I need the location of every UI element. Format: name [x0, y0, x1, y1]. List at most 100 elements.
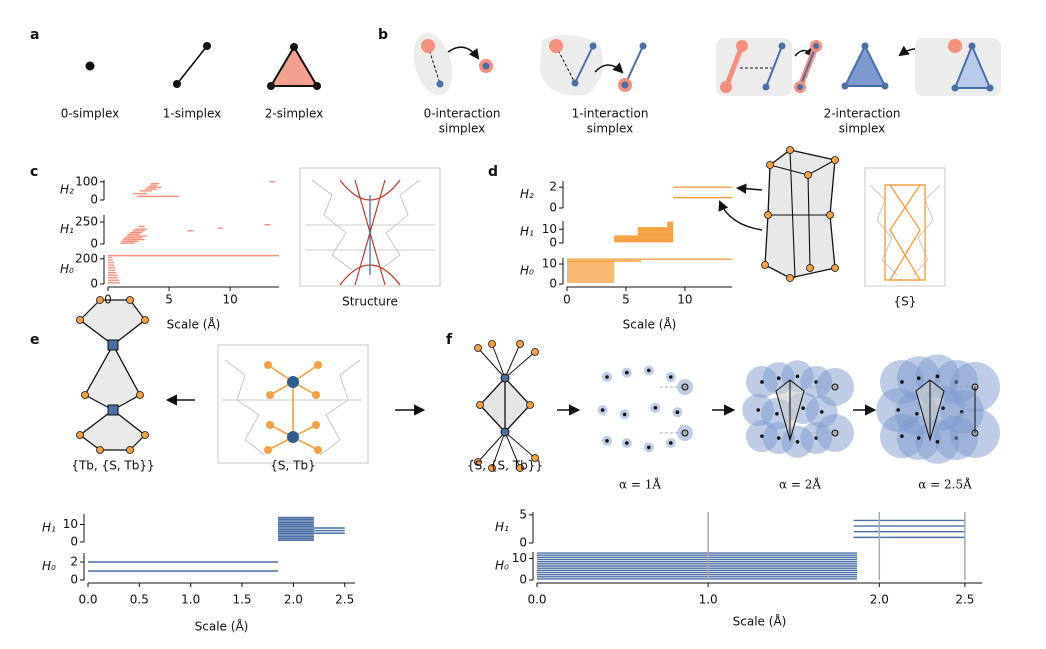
caption: simplex — [839, 122, 886, 136]
point — [605, 375, 609, 379]
y-tick-label: 0 — [90, 277, 98, 291]
vertex — [841, 82, 849, 90]
x-tick-label: 0 — [104, 293, 112, 307]
structure-c: Structure — [299, 167, 441, 309]
s-sites — [474, 340, 539, 472]
x-tick-label: 0.0 — [527, 593, 546, 607]
y-tick-label: 0 — [70, 535, 78, 549]
caption: 1-interaction — [572, 107, 649, 121]
caption: Structure — [342, 295, 398, 309]
caption: {S} — [894, 295, 917, 309]
vertex — [968, 42, 976, 50]
point — [941, 406, 945, 410]
tb-sites — [287, 376, 299, 443]
point — [915, 411, 919, 416]
vertex — [482, 62, 490, 70]
point — [681, 383, 689, 391]
x-tick-label: 10 — [677, 293, 692, 307]
point — [896, 408, 901, 412]
x-tick-label: 2.5 — [335, 593, 354, 607]
vertex — [736, 40, 748, 52]
structure-d: {S} — [864, 167, 946, 309]
row-label: H₁ — [42, 521, 56, 535]
metal-sites — [107, 339, 119, 416]
x-tick-label: 1.5 — [232, 593, 251, 607]
triangle — [843, 43, 887, 87]
x-tick-label: 2.5 — [955, 593, 974, 607]
cage — [775, 379, 805, 442]
vertex — [951, 84, 959, 92]
point — [831, 383, 839, 391]
cage — [915, 379, 945, 442]
filtration-3 — [876, 354, 1000, 464]
x-tick-label: 2.0 — [870, 593, 889, 607]
point — [831, 429, 839, 437]
panel-label: e — [30, 332, 40, 348]
vertices — [761, 146, 839, 282]
x-axis-label: Scale (Å) — [623, 317, 677, 332]
panel-label: a — [30, 27, 39, 43]
x-tick-label: 0 — [563, 293, 571, 307]
panel-label: c — [30, 164, 38, 180]
point — [647, 445, 651, 450]
row-label: H₁ — [495, 520, 509, 534]
x-axis-label: Scale (Å) — [733, 614, 787, 629]
vertex — [571, 79, 579, 87]
y-tick-label: 5 — [519, 507, 527, 521]
point — [669, 375, 673, 379]
row-label: H₀ — [520, 264, 534, 278]
filtration-1 — [597, 365, 693, 453]
framework — [222, 359, 362, 456]
vertex — [986, 84, 994, 92]
point — [795, 374, 800, 379]
point — [776, 436, 781, 440]
vertex — [203, 42, 211, 50]
edge — [176, 45, 208, 85]
filtration-2 — [742, 360, 854, 458]
point — [681, 429, 689, 437]
vertex — [549, 39, 563, 53]
vertex — [290, 43, 298, 51]
y-tick-label: 0 — [519, 536, 527, 550]
cell-box — [864, 167, 946, 287]
y-tick-label: 10 — [63, 517, 78, 531]
caption: simplex — [439, 122, 486, 136]
x-axis-label: Scale (Å) — [167, 317, 221, 332]
point — [622, 412, 627, 417]
point — [653, 406, 658, 410]
caption: 2-interaction — [824, 107, 901, 121]
point — [600, 408, 605, 412]
panel-b: b 0-interaction simplex 1-interaction si… — [378, 27, 1001, 136]
point — [801, 406, 805, 410]
point — [647, 368, 651, 373]
edge — [624, 45, 644, 86]
row-label: H₁ — [520, 225, 534, 239]
vertex — [313, 82, 321, 90]
polyhedron-d — [718, 146, 839, 282]
vertex — [589, 42, 597, 50]
edge — [765, 45, 783, 88]
y-tick-label: 0 — [549, 277, 557, 291]
framework — [305, 179, 435, 271]
arrow — [718, 200, 763, 231]
x-tick-label: 5 — [622, 293, 630, 307]
y-tick-label: 250 — [75, 215, 98, 229]
point — [760, 434, 764, 438]
panel-a: a 0-simplex 1-simplex 2-simplex — [30, 27, 323, 121]
vertex — [436, 80, 444, 88]
cage — [479, 377, 531, 433]
vertex — [621, 81, 629, 89]
caption: 1-simplex — [163, 107, 221, 121]
point — [756, 408, 761, 412]
cage-edges — [884, 184, 926, 281]
caption: {S, Tb} — [270, 459, 315, 473]
panel-e-drawings: {Tb, {S, Tb}} {S, Tb} — [71, 296, 426, 473]
cage-edges — [768, 149, 836, 279]
vertices — [76, 296, 149, 454]
point — [819, 410, 824, 414]
vertex — [762, 83, 770, 91]
x-tick-label: 10 — [223, 293, 238, 307]
y-tick-label: 10 — [512, 551, 527, 565]
